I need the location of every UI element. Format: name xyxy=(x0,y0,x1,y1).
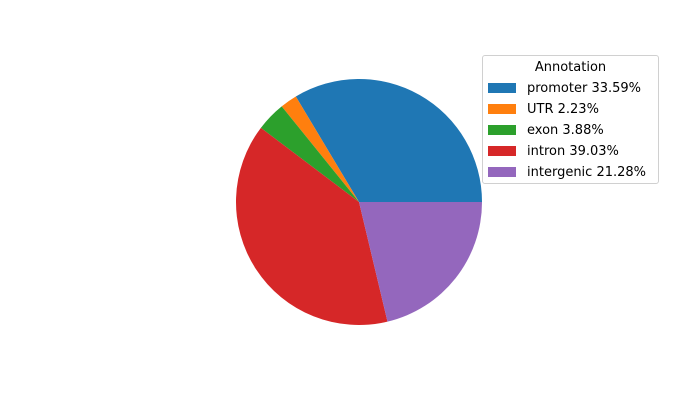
legend-patch xyxy=(488,104,516,114)
legend-patch xyxy=(488,146,516,156)
legend-patch xyxy=(488,125,516,135)
legend-item-intron: intron 39.03% xyxy=(488,143,619,159)
legend-item-exon: exon 3.88% xyxy=(488,122,604,138)
pie-slice-intron xyxy=(235,127,388,326)
pie-slice-utr xyxy=(281,96,359,202)
legend-patch xyxy=(488,83,516,93)
legend-label: intergenic 21.28% xyxy=(527,164,647,180)
legend-item-promoter: promoter 33.59% xyxy=(488,80,641,96)
pie-slice-exon xyxy=(260,106,359,202)
pie-slice-intergenic xyxy=(359,202,482,322)
legend: Annotation promoter 33.59% UTR 2.23% exo… xyxy=(482,55,659,184)
legend-item-utr: UTR 2.23% xyxy=(488,101,599,117)
legend-item-intergenic: intergenic 21.28% xyxy=(488,164,646,180)
legend-title: Annotation xyxy=(534,60,607,75)
legend-label: UTR 2.23% xyxy=(527,101,599,117)
pie-slice-promoter xyxy=(295,79,482,202)
legend-label: promoter 33.59% xyxy=(527,80,642,96)
legend-patch xyxy=(488,167,516,177)
legend-label: exon 3.88% xyxy=(527,122,604,138)
legend-label: intron 39.03% xyxy=(527,143,619,159)
